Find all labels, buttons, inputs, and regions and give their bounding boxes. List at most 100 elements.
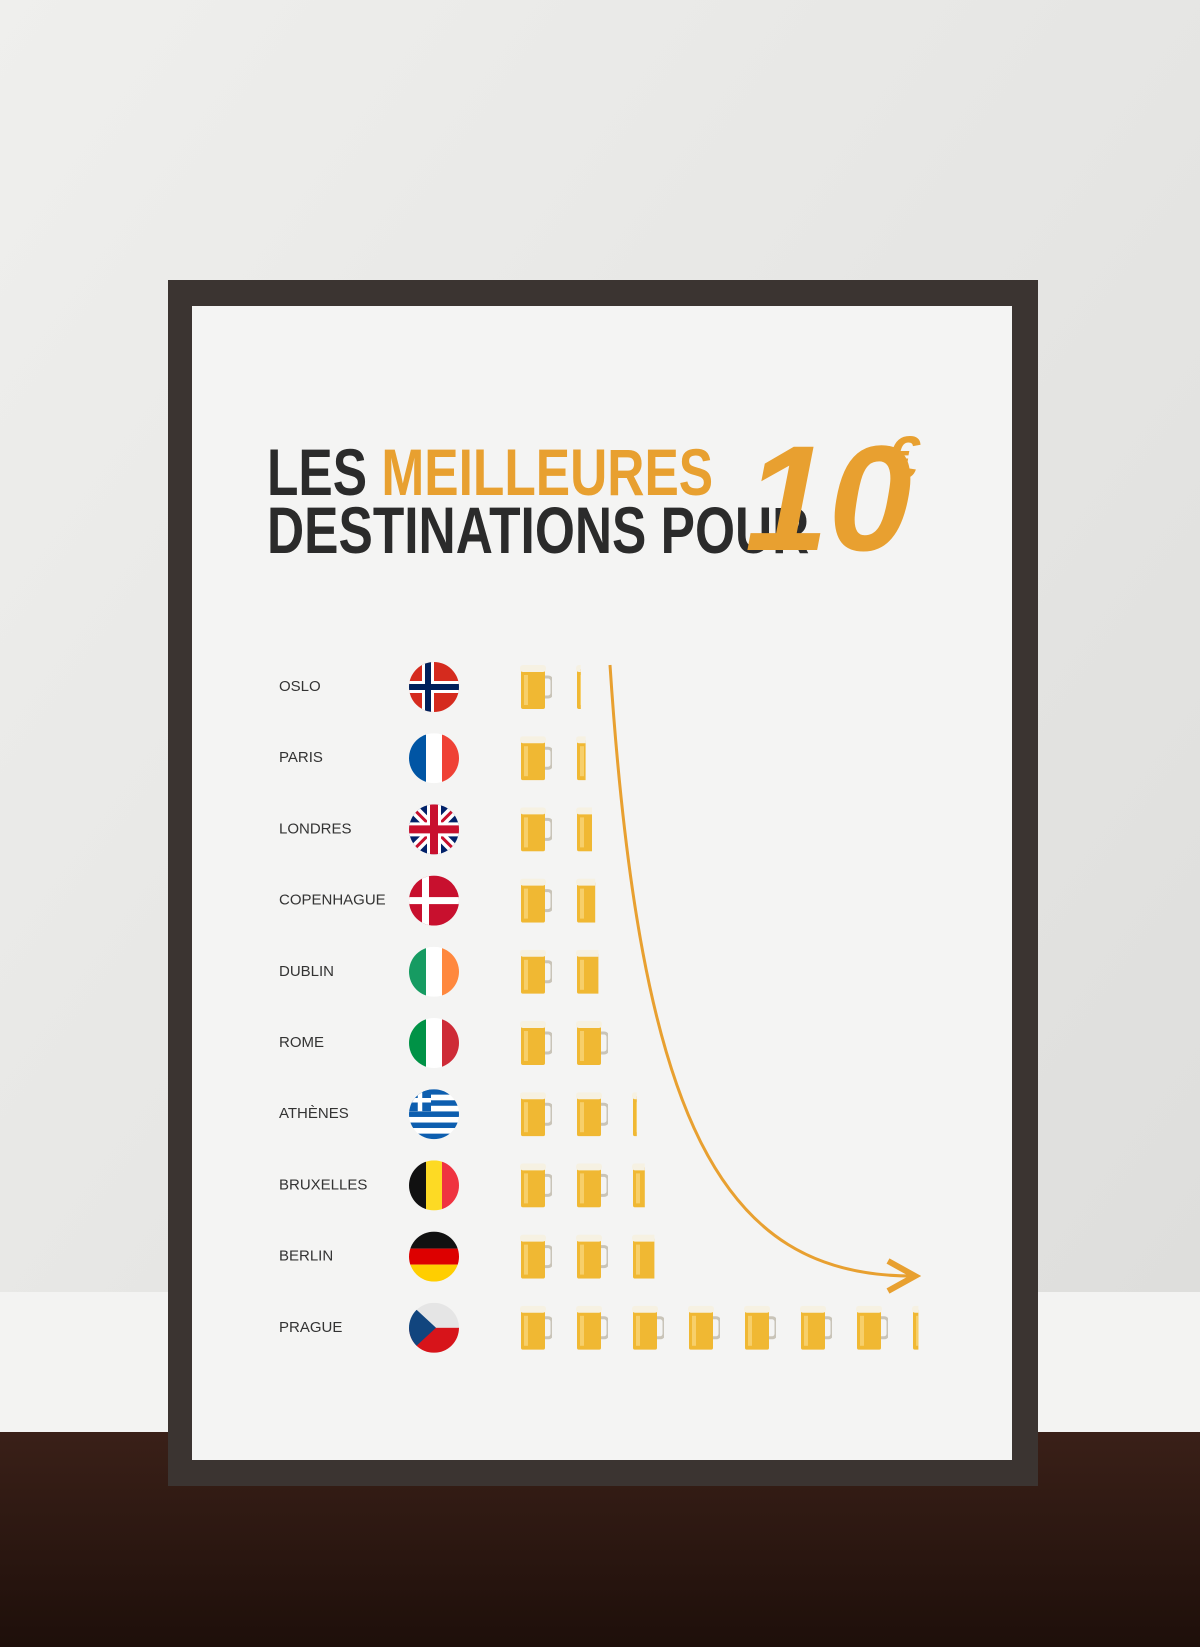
- mug: [576, 1305, 608, 1350]
- mug-shine: [524, 1031, 528, 1061]
- mug-handle: [544, 1173, 552, 1197]
- mug-foam: [632, 1305, 658, 1313]
- mug-foam: [800, 1305, 826, 1313]
- mug-shine: [636, 1244, 640, 1275]
- mug-foam: [520, 949, 546, 957]
- mug-foam: [520, 1305, 546, 1313]
- mug: [800, 1305, 832, 1350]
- flag-part: [442, 1160, 459, 1211]
- title-line2: DESTINATIONS POUR: [267, 493, 809, 568]
- mug-shine: [636, 1173, 640, 1204]
- mug-foam: [576, 807, 592, 815]
- mug-foam: [576, 736, 586, 744]
- mug: [688, 1305, 720, 1350]
- city-label: PARIS: [279, 749, 323, 766]
- mug-shine: [748, 1315, 752, 1346]
- mug-foam: [576, 1092, 602, 1100]
- flag: [409, 733, 459, 784]
- flag-part: [409, 804, 459, 855]
- mug-shine: [916, 1315, 919, 1346]
- city-label: COPENHAGUE: [279, 892, 386, 909]
- mug-handle: [600, 1245, 608, 1269]
- mug-handle: [544, 889, 552, 913]
- mug-shine: [636, 1315, 640, 1346]
- mug: [576, 1092, 608, 1137]
- mug-foam: [632, 1163, 645, 1171]
- mug-foam: [576, 878, 596, 886]
- mug: [632, 1092, 637, 1137]
- city-label: ATHÈNES: [279, 1105, 349, 1122]
- title: LES MEILLEURES DESTINATIONS POUR 10 €: [267, 414, 921, 582]
- mug-shine: [580, 959, 584, 990]
- mug-handle: [544, 1316, 552, 1340]
- mug-handle: [600, 1316, 608, 1340]
- mug-shine: [580, 1244, 584, 1275]
- mug-foam: [576, 1163, 602, 1171]
- mug-handle: [544, 746, 552, 770]
- mug-row: [520, 1021, 608, 1065]
- flag-part: [409, 1116, 459, 1123]
- mug: [576, 949, 599, 994]
- mug: [576, 1021, 608, 1065]
- mug-row: [520, 878, 596, 923]
- mug-foam: [576, 1234, 602, 1242]
- mug-shine: [636, 1102, 637, 1133]
- mug: [576, 878, 596, 923]
- mug-body: [633, 1096, 637, 1137]
- flag-part: [409, 733, 426, 784]
- city-label: PRAGUE: [279, 1319, 342, 1336]
- mug-foam: [856, 1305, 882, 1313]
- mug: [632, 1234, 655, 1279]
- title-dark: LES: [267, 435, 367, 510]
- mug: [632, 1305, 664, 1350]
- mug-foam: [520, 878, 546, 886]
- mug-shine: [580, 1102, 584, 1133]
- mug-shine: [580, 1031, 584, 1061]
- mug: [520, 807, 552, 852]
- mug-handle: [824, 1316, 832, 1340]
- flag: [409, 946, 459, 997]
- mug-foam: [576, 1021, 602, 1028]
- mug: [520, 949, 552, 994]
- mug-handle: [600, 1102, 608, 1126]
- flag-part: [426, 946, 442, 997]
- mug-foam: [632, 1092, 637, 1100]
- mug-shine: [524, 675, 528, 705]
- title-amount: 10: [745, 414, 912, 582]
- flag-part: [409, 1231, 459, 1249]
- mug-shine: [524, 959, 528, 990]
- city-label: LONDRES: [279, 820, 352, 837]
- city-label: BRUXELLES: [279, 1176, 367, 1193]
- mug: [856, 1305, 888, 1350]
- mug-foam: [520, 665, 546, 672]
- mug-foam: [576, 949, 599, 957]
- flag-part: [409, 1248, 459, 1265]
- mug-handle: [600, 1031, 608, 1055]
- city-label: OSLO: [279, 678, 321, 695]
- mug-shine: [580, 1173, 584, 1204]
- mug-row: [520, 736, 586, 781]
- mug: [520, 1163, 552, 1208]
- flag-part: [409, 1105, 459, 1112]
- mug-foam: [744, 1305, 770, 1313]
- city-label: DUBLIN: [279, 963, 334, 980]
- mug-shine: [580, 817, 584, 848]
- mug: [520, 1021, 552, 1065]
- mug-shine: [524, 746, 528, 777]
- mug-handle: [712, 1316, 720, 1340]
- mug: [520, 1234, 552, 1279]
- flag-part: [409, 1160, 426, 1211]
- mug: [520, 1092, 552, 1137]
- flag: [409, 875, 459, 926]
- mug: [520, 665, 552, 709]
- mug-shine: [692, 1315, 696, 1346]
- mug-handle: [544, 675, 552, 699]
- mug: [632, 1163, 645, 1208]
- flag: [409, 1089, 459, 1140]
- mug: [576, 1234, 608, 1279]
- flag-part: [426, 1018, 442, 1068]
- mug-shine: [524, 888, 528, 919]
- mug-row: [520, 1092, 637, 1137]
- mug-shine: [860, 1315, 864, 1346]
- city-label: BERLIN: [279, 1248, 333, 1265]
